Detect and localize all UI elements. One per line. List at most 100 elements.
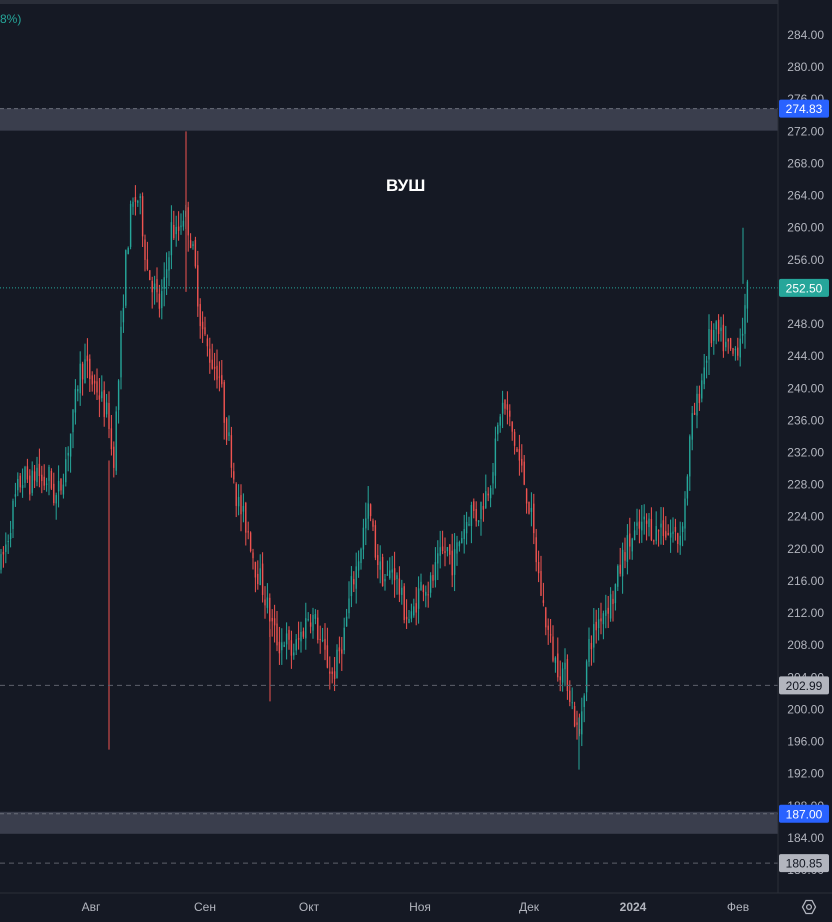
candle-body	[247, 531, 249, 533]
candle-body	[180, 225, 182, 228]
candle-body	[146, 259, 149, 270]
candle-body	[535, 537, 537, 563]
candle-body	[655, 526, 657, 541]
candle-body	[233, 471, 235, 480]
candle-body	[297, 638, 300, 640]
candle-body	[129, 203, 132, 247]
candle-body	[583, 695, 585, 707]
candle-body	[72, 409, 74, 433]
candle-body	[372, 520, 374, 527]
zone-level-badge: 274.83	[786, 102, 823, 116]
candle-body	[734, 348, 737, 351]
time-axis-bg	[0, 893, 832, 922]
candle-body	[453, 549, 456, 575]
y-tick-label: 248.00	[787, 317, 824, 331]
candle-body	[45, 483, 48, 485]
candle-body	[0, 554, 2, 570]
candle-body	[439, 547, 441, 556]
candle-body	[408, 618, 410, 623]
candle-body	[273, 618, 276, 626]
candle-body	[705, 360, 708, 363]
x-tick-label: Фев	[727, 900, 749, 914]
y-tick-label: 240.00	[787, 381, 824, 395]
candle-body	[713, 330, 715, 341]
candle-body	[151, 280, 153, 293]
y-tick-label: 284.00	[787, 28, 824, 42]
candle-body	[554, 657, 557, 663]
candle-body	[360, 548, 362, 564]
candle-body	[341, 649, 343, 654]
candle-body	[645, 520, 648, 524]
candle-body	[365, 518, 367, 529]
candle-body	[415, 603, 417, 613]
zone-level-badge: 187.00	[786, 807, 823, 821]
candle-body	[122, 307, 125, 323]
candle-body	[725, 341, 727, 348]
x-tick-label: Ноя	[409, 900, 431, 914]
candle-body	[518, 449, 521, 461]
candle-body	[221, 375, 223, 385]
y-tick-label: 200.00	[787, 702, 824, 716]
candle-body	[506, 404, 509, 410]
candle-body	[120, 326, 122, 378]
candle-body	[259, 568, 261, 586]
candle-body	[374, 525, 377, 558]
candle-body	[14, 494, 17, 497]
candle-body	[290, 640, 293, 656]
candle-body	[348, 598, 350, 614]
candle-body	[732, 348, 734, 354]
x-tick-label: 2024	[620, 900, 647, 914]
candle-body	[626, 535, 629, 562]
candle-body	[269, 597, 271, 622]
candle-body	[324, 638, 326, 650]
dashed-level-badge-bg	[779, 676, 829, 695]
candle-body	[33, 471, 36, 481]
price-axis-bg	[778, 0, 832, 922]
candle-body	[108, 403, 110, 429]
candle-body	[494, 438, 497, 476]
settings-gear-icon[interactable]	[797, 895, 821, 919]
candle-body	[729, 338, 732, 349]
candle-body	[617, 566, 619, 587]
candle-body	[254, 561, 257, 578]
candle-body	[245, 503, 247, 533]
candle-body	[465, 521, 468, 534]
candle-body	[391, 569, 393, 573]
candle-body	[530, 507, 533, 512]
candle-body	[393, 568, 396, 581]
candle-body	[384, 578, 386, 582]
candle-body	[24, 466, 26, 483]
candle-body	[67, 452, 69, 456]
x-tick-label: Сен	[194, 900, 216, 914]
candle-body	[669, 532, 672, 538]
candle-body	[309, 622, 312, 627]
candle-body	[163, 277, 165, 289]
candle-body	[657, 530, 660, 532]
candle-body	[449, 544, 451, 555]
candle-body	[386, 574, 389, 576]
candle-body	[537, 561, 540, 574]
candle-body	[192, 244, 194, 246]
candle-body	[413, 606, 415, 616]
candle-body	[429, 575, 432, 593]
candle-body	[513, 431, 516, 446]
candle-body	[98, 395, 101, 400]
candle-body	[41, 474, 43, 481]
zones-layer	[0, 0, 832, 834]
candle-body	[432, 574, 434, 581]
candle-body	[29, 475, 31, 495]
zone-band	[0, 108, 778, 131]
candle-body	[660, 523, 662, 528]
candle-body	[389, 570, 391, 579]
candle-body	[134, 197, 137, 202]
candle-body	[602, 613, 605, 625]
candle-body	[89, 358, 91, 380]
candle-body	[566, 659, 569, 691]
candle-body	[638, 521, 641, 529]
y-tick-label: 208.00	[787, 638, 824, 652]
y-tick-label: 228.00	[787, 478, 824, 492]
y-tick-label: 220.00	[787, 542, 824, 556]
candle-body	[302, 631, 305, 637]
